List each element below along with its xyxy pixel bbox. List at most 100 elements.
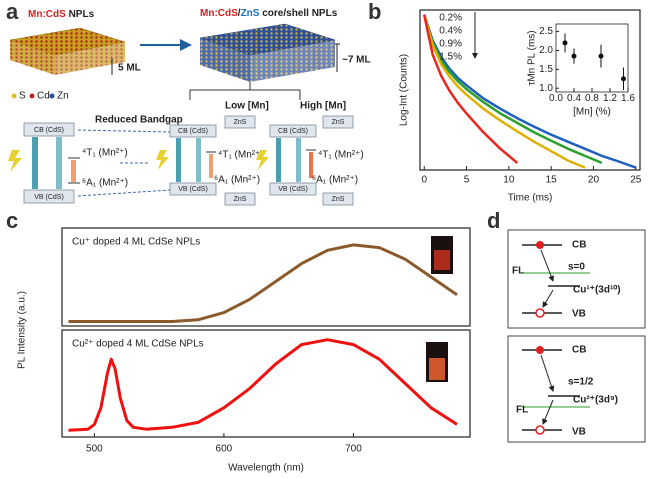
y-axis-label: PL Intensity (a.u.) [17, 291, 28, 369]
x-tick-label: 15 [546, 175, 558, 186]
zns-box [322, 115, 354, 129]
x-tick-label: 10 [503, 175, 515, 186]
arrow [542, 289, 554, 308]
x-tick-label: 20 [588, 175, 600, 186]
fl-label: FL [512, 266, 524, 277]
y-axis-label: τMn PL (ms) [527, 30, 538, 85]
shell-title: Mn:CdS/ZnS core/shell NPLs [200, 8, 338, 19]
data-line [423, 14, 637, 169]
shell-platelet [200, 38, 250, 82]
panel-label: d [487, 208, 500, 233]
vb-label: VB [572, 427, 586, 438]
y-tick-label: 1.0 [539, 83, 553, 94]
lightning [156, 150, 169, 170]
hole [535, 425, 545, 435]
data-line [423, 14, 603, 165]
x-tick-label: 5 [464, 175, 470, 186]
band-diagram: CB (CdS) ZnS VB (CdS) ZnS ⁴T₁ (Mn²⁺) ⁶A₁… [156, 115, 264, 206]
legend-label: 0.4% [439, 26, 462, 37]
x-axis-label: Wavelength (nm) [228, 463, 304, 474]
data-line [68, 338, 458, 432]
lightning [256, 150, 269, 170]
data-line [422, 14, 586, 169]
core-platelet [55, 42, 125, 75]
element-dot [49, 93, 55, 99]
arrow [209, 154, 213, 178]
arrow [309, 152, 313, 178]
t1-label: ⁴T₁ (Mn²⁺) [218, 150, 264, 161]
x-tick-label: 1.6 [621, 93, 635, 104]
cb-box [269, 124, 317, 138]
cu-label: Cu¹⁺(3d¹⁰) [573, 285, 621, 296]
dashed [77, 129, 171, 133]
cb-label: CB [572, 345, 586, 356]
cu-label: Cu²⁺(3d⁹) [573, 395, 618, 406]
x-tick-label: 700 [345, 443, 362, 454]
chart-title: Cu⁺ doped 4 ML CdSe NPLs [72, 237, 200, 248]
zns-box [224, 115, 256, 129]
cb-box [23, 122, 75, 137]
x-tick-label: 0.8 [585, 93, 599, 104]
element-dot [11, 93, 17, 99]
element-dot [29, 93, 35, 99]
low-mn: Low [Mn] [225, 101, 269, 112]
plot-frame [419, 9, 641, 171]
lightning [8, 150, 22, 172]
x-tick-label: 600 [216, 443, 233, 454]
chart-title: Cu²⁺ doped 4 ML CdSe NPLs [72, 339, 204, 350]
electron [536, 346, 544, 354]
y-tick-label: 2.5 [539, 26, 553, 37]
cb-label: CB [572, 240, 586, 251]
vb-label: VB [572, 309, 586, 320]
y-tick-label: 1.5 [539, 64, 553, 75]
arrow [540, 249, 554, 282]
t1-label: ⁴T₁ (Mn²⁺) [318, 150, 364, 161]
x-tick-label: 0.4 [567, 93, 581, 104]
x-tick-label: 25 [630, 175, 642, 186]
arrow-down [296, 138, 301, 182]
vb-label: VB (CdS) [178, 186, 208, 193]
core-thickness: 5 ML [118, 63, 141, 74]
plot-frame [555, 23, 629, 93]
high-mn: High [Mn] [300, 101, 346, 112]
panel-label: a [6, 0, 19, 24]
legend-label: 1.5% [439, 52, 462, 63]
cb-box [169, 124, 217, 138]
band-diagram: CB (CdS) VB (CdS) ⁴T₁ (Mn²⁺) ⁶A₁ (Mn²⁺) [8, 122, 128, 204]
zns-label: ZnS [234, 119, 247, 126]
panel-label: c [6, 208, 18, 233]
zns-box [224, 192, 256, 206]
arrow-up [32, 137, 38, 189]
band-diagram: CB (CdS) ZnS VB (CdS) ZnS ⁴T₁ (Mn²⁺) ⁶A₁… [256, 115, 364, 206]
x-axis-label: [Mn] (%) [573, 107, 611, 118]
arrow-down [56, 137, 62, 189]
zns-box [322, 192, 354, 206]
shell-platelet [250, 40, 335, 82]
arrow [71, 160, 76, 182]
zns-label: ZnS [332, 119, 345, 126]
a1-label: ⁶A₁ (Mn²⁺) [82, 178, 128, 189]
arrow [542, 399, 554, 425]
zns-label: ZnS [234, 196, 247, 203]
plot-frame [61, 329, 471, 438]
a1-label: ⁶A₁ (Mn²⁺) [214, 175, 260, 186]
plot-frame [61, 227, 471, 327]
x-tick-label: 500 [86, 443, 103, 454]
vb-label: VB (CdS) [278, 186, 308, 193]
data-point [571, 53, 577, 59]
core-title: Mn:CdS NPLs [28, 9, 95, 20]
element-label: S [19, 91, 26, 102]
data-point [621, 76, 626, 82]
x-tick-label: 1.2 [603, 93, 617, 104]
core-platelet [10, 40, 55, 75]
x-axis-label: Time (ms) [508, 193, 553, 204]
x-tick-label: 0.0 [549, 93, 563, 104]
hole [535, 308, 545, 318]
legend-label: 0.2% [439, 13, 462, 24]
panel-d: CB FL s=0 Cu¹⁺(3d¹⁰) VB CB s=1/2 Cu²⁺(3d… [507, 229, 646, 443]
data-point [598, 53, 604, 59]
panel-a: Mn:CdS NPLs Mn:CdS/ZnS core/shell NPLs 5… [8, 8, 371, 206]
y-axis-label: Log-Int (Counts) [399, 54, 410, 126]
zns-label: ZnS [332, 196, 345, 203]
